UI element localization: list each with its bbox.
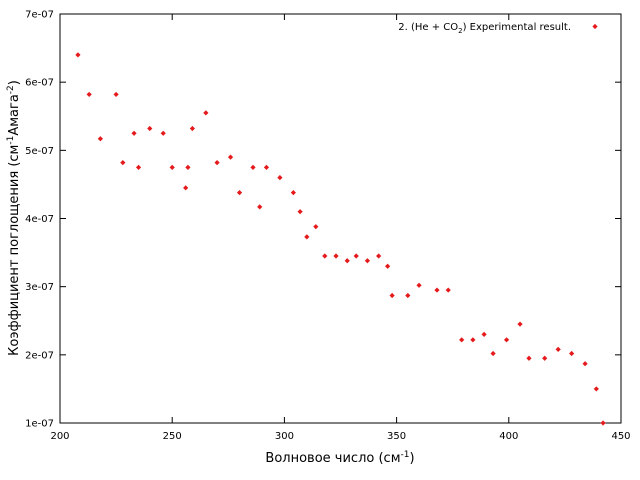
y-axis-title: Коэффициент поглощения (см-1Амага-2) [6, 80, 22, 356]
data-point [160, 130, 166, 136]
data-point [277, 175, 283, 181]
data-point [517, 321, 523, 327]
y-tick-label: 7e-07 [25, 10, 54, 21]
legend-label: 2. (He + CO2) Experimental result. [398, 22, 571, 35]
x-tick-label: 250 [163, 431, 182, 442]
data-point [183, 185, 189, 191]
legend-marker-symbol [592, 23, 598, 30]
y-tick-label: 2e-07 [25, 350, 54, 361]
data-point [364, 258, 371, 264]
data-points [75, 52, 606, 426]
x-tick-label: 400 [499, 431, 518, 442]
data-point [542, 355, 548, 361]
data-point [582, 361, 588, 367]
data-point [313, 224, 319, 230]
data-point [135, 164, 142, 170]
data-point [555, 346, 561, 352]
data-point [322, 253, 328, 259]
data-point [75, 52, 81, 58]
y-tick-label: 3e-07 [25, 282, 54, 293]
plot-frame [59, 13, 622, 424]
data-point [503, 337, 510, 343]
data-point [131, 130, 137, 136]
data-point [263, 164, 270, 170]
data-point [526, 355, 532, 361]
data-point [250, 164, 256, 170]
data-point [416, 282, 422, 288]
data-point [297, 209, 303, 215]
data-point [376, 253, 382, 259]
x-tick-label: 450 [611, 431, 630, 442]
data-point [236, 189, 243, 196]
x-axis-title: Волновое число (см-1) [265, 450, 414, 466]
data-point [600, 420, 606, 426]
y-tick-label: 1e-07 [25, 419, 54, 430]
data-point [445, 287, 451, 293]
data-point [113, 91, 119, 98]
data-point [290, 189, 296, 196]
y-tick-label: 4e-07 [25, 214, 54, 225]
data-point [97, 136, 103, 142]
data-point [185, 164, 191, 170]
legend: 2. (He + CO2) Experimental result. [398, 22, 598, 35]
y-tick-label: 6e-07 [25, 78, 54, 89]
data-point [227, 154, 234, 160]
data-point [304, 234, 310, 240]
axis-ticks: 200 250 300 350 400 450 1e-07 2e-07 3e-07 4e-07 5e… [25, 10, 630, 443]
data-point [593, 386, 599, 392]
data-point [257, 204, 263, 210]
data-point [353, 253, 359, 259]
data-point [214, 160, 220, 166]
y-tick-label: 5e-07 [25, 146, 54, 157]
x-tick-label: 200 [50, 431, 69, 442]
data-point [169, 164, 175, 170]
x-tick-label: 300 [275, 431, 294, 442]
legend-marker [592, 23, 598, 30]
data-point [203, 110, 209, 116]
data-point [147, 125, 153, 132]
data-point [389, 292, 395, 299]
x-tick-label: 350 [387, 431, 406, 442]
data-point [434, 287, 440, 293]
data-point [385, 263, 391, 269]
data-point [405, 292, 411, 299]
data-point [86, 91, 92, 98]
data-point [569, 350, 575, 357]
data-point [333, 253, 339, 259]
data-point [481, 331, 487, 337]
data-point [470, 337, 476, 343]
data-point [459, 337, 465, 343]
data-point [189, 125, 195, 132]
data-point [344, 258, 350, 264]
data-point [490, 350, 496, 357]
data-point [120, 160, 126, 166]
